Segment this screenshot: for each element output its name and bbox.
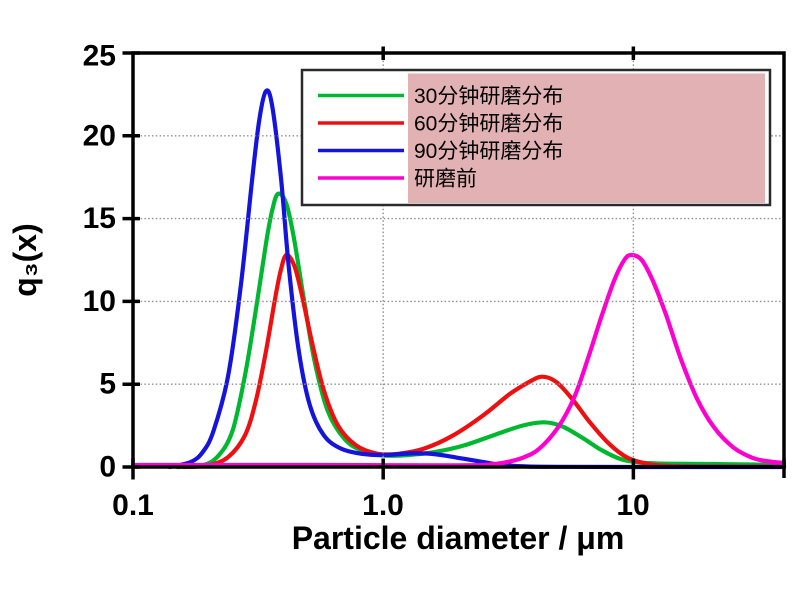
curve-1-60分钟研磨分布 (182, 252, 787, 470)
y-tick-label-10: 10 (83, 285, 116, 318)
legend-label-90min: 90分钟研磨分布 (414, 140, 563, 163)
legend-label-60min: 60分钟研磨分布 (414, 113, 563, 136)
y-tick-label-15: 15 (83, 202, 116, 235)
x-tick-label-10: 10 (616, 489, 649, 522)
x-tick-label-1.0: 1.0 (362, 489, 404, 522)
axis-ticks (122, 46, 786, 480)
y-tick-label-5: 5 (99, 368, 116, 401)
legend: 30分钟研磨分布 60分钟研磨分布 90分钟研磨分布 研磨前 (300, 68, 772, 207)
legend-highlight-overlay (408, 73, 765, 203)
y-axis-title: q₃(x) (7, 223, 43, 296)
legend-label-30min: 30分钟研磨分布 (414, 85, 563, 108)
x-axis-title: Particle diameter / μm (292, 520, 625, 556)
y-tick-label-20: 20 (83, 119, 116, 152)
y-tick-label-25: 25 (83, 40, 116, 73)
plot-frame (131, 51, 786, 469)
legend-label-before: 研磨前 (414, 168, 477, 191)
x-tick-label-0.1: 0.1 (112, 489, 154, 522)
y-tick-label-0: 0 (99, 451, 116, 484)
